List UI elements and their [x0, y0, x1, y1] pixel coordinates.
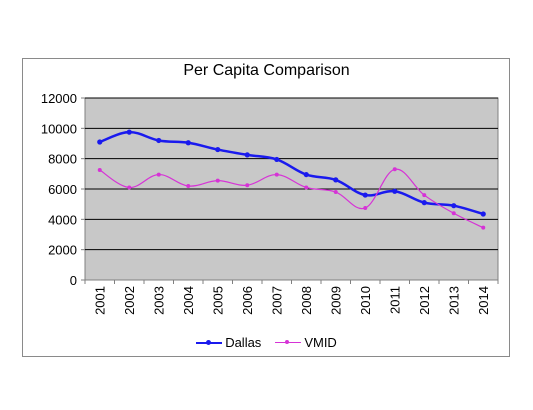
legend-item-vmid: VMID — [275, 335, 337, 350]
series-line-dallas — [99, 130, 484, 216]
series-line-vmid — [99, 168, 484, 229]
data-point-vmid — [333, 190, 338, 195]
data-point-vmid — [215, 178, 220, 183]
x-tick-label: 2008 — [299, 286, 314, 315]
data-point-dallas — [185, 140, 191, 146]
data-point-vmid — [392, 167, 397, 172]
data-point-dallas — [362, 192, 368, 198]
gridlines — [85, 97, 498, 251]
x-tick-label: 2012 — [417, 286, 432, 315]
data-point-dallas — [451, 203, 457, 209]
x-tick-label: 2014 — [476, 286, 491, 315]
data-point-vmid — [481, 225, 486, 230]
legend: Dallas VMID — [0, 335, 533, 350]
data-point-vmid — [186, 183, 191, 188]
y-tick-label: 4000 — [48, 212, 77, 227]
y-tick-label: 2000 — [48, 243, 77, 258]
y-tick-label: 6000 — [48, 182, 77, 197]
legend-swatch-vmid — [275, 338, 302, 348]
x-tick-label: 2003 — [151, 286, 166, 315]
data-point-vmid — [245, 183, 250, 188]
data-point-vmid — [97, 168, 102, 173]
x-tick-label: 2013 — [446, 286, 461, 315]
y-tick-label: 8000 — [48, 152, 77, 167]
data-point-vmid — [363, 205, 368, 210]
legend-swatch-dallas — [196, 338, 223, 348]
data-point-dallas — [97, 139, 103, 145]
data-point-dallas — [480, 211, 486, 217]
y-tick-label: 12000 — [41, 91, 77, 106]
data-point-dallas — [126, 129, 132, 135]
x-tick-label: 2004 — [181, 286, 196, 315]
legend-label-dallas: Dallas — [225, 335, 262, 350]
x-tick-label: 2009 — [328, 286, 343, 315]
x-axis: 2001 2002 2003 2004 2005 2006 2007 2008 2009 2010… — [84, 280, 499, 315]
data-point-vmid — [127, 185, 132, 190]
x-tick-label: 2006 — [240, 286, 255, 315]
x-tick-label: 2005 — [210, 286, 225, 315]
data-point-vmid — [422, 193, 427, 198]
data-point-vmid — [156, 172, 161, 177]
x-tick-label: 2011 — [387, 286, 402, 314]
data-point-dallas — [215, 146, 221, 153]
data-point-dallas — [156, 137, 162, 144]
data-point-dallas — [421, 200, 427, 206]
data-point-vmid — [274, 172, 279, 177]
x-tick-label: 2002 — [122, 286, 137, 315]
legend-label-vmid: VMID — [304, 335, 337, 350]
data-point-dallas — [392, 188, 398, 194]
data-point-vmid — [451, 211, 456, 216]
x-tick-label: 2010 — [358, 286, 373, 315]
y-axis: 0 2000 4000 6000 8000 10000 12000 — [41, 91, 85, 288]
data-point-dallas — [303, 171, 309, 178]
chart-title: Per Capita Comparison — [183, 62, 350, 79]
series-layer — [97, 129, 486, 230]
y-tick-label: 10000 — [41, 121, 77, 136]
x-tick-label: 2007 — [269, 286, 284, 315]
data-point-dallas — [274, 156, 280, 163]
data-point-dallas — [244, 152, 250, 158]
x-tick-label: 2001 — [92, 286, 107, 315]
data-point-dallas — [333, 177, 339, 183]
data-point-vmid — [304, 185, 309, 190]
legend-item-dallas: Dallas — [196, 335, 261, 350]
y-tick-label: 0 — [70, 273, 77, 288]
